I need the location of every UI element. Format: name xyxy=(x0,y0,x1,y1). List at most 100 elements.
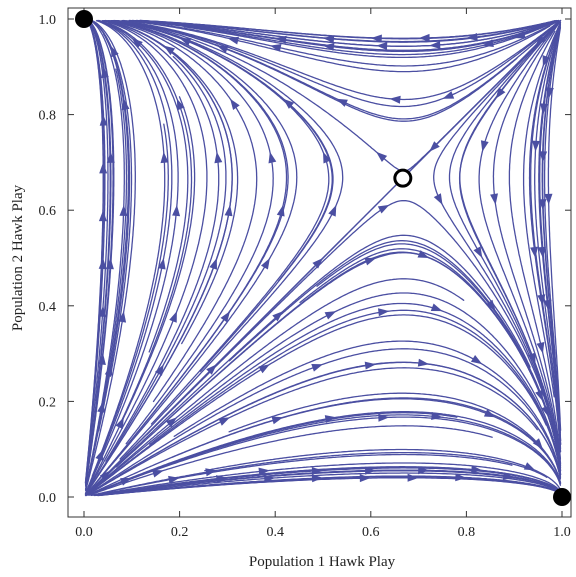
stream-arrow xyxy=(442,91,455,99)
streamline xyxy=(459,63,562,467)
stream-arrow xyxy=(483,409,496,418)
streamline xyxy=(90,451,548,497)
stream-arrow xyxy=(336,98,348,107)
stream-arrow xyxy=(258,364,270,374)
stream-arrow xyxy=(95,449,104,461)
stream-arrow xyxy=(523,462,536,471)
streamline xyxy=(90,453,513,497)
y-tick-label: 0.4 xyxy=(39,300,57,315)
stream-arrow xyxy=(418,466,430,475)
streamline xyxy=(84,68,128,491)
stream-arrow xyxy=(172,204,181,217)
streamline xyxy=(149,302,562,476)
streamline xyxy=(91,20,166,477)
stream-arrow xyxy=(532,140,540,152)
streamline xyxy=(85,22,115,487)
streamline xyxy=(101,19,220,462)
streamline xyxy=(85,96,196,494)
stream-arrow xyxy=(429,41,441,49)
stream-arrow xyxy=(312,258,323,269)
streamline xyxy=(85,55,227,495)
streamline xyxy=(492,21,562,465)
stream-arrow xyxy=(377,204,390,214)
streamline xyxy=(139,19,556,39)
y-axis-title: Population 2 Hawk Play xyxy=(10,184,26,331)
streamline xyxy=(115,19,560,101)
streamline xyxy=(85,314,547,496)
stream-arrow xyxy=(110,45,119,58)
stream-arrow xyxy=(218,417,231,426)
stream-arrow xyxy=(527,352,536,365)
streamline xyxy=(85,20,233,495)
x-tick-label: 0.4 xyxy=(266,525,284,540)
streamline xyxy=(96,19,288,482)
streamline xyxy=(88,20,111,402)
stream-arrow xyxy=(470,355,483,365)
streamline xyxy=(173,340,562,478)
streamlines xyxy=(84,19,562,497)
stream-arrow xyxy=(466,33,478,41)
stream-arrow xyxy=(537,246,546,258)
stream-arrow xyxy=(261,258,270,270)
stream-arrow xyxy=(176,98,185,111)
stream-arrow xyxy=(99,114,108,126)
streamline xyxy=(85,21,208,495)
stream-arrow xyxy=(160,151,169,164)
streamline xyxy=(91,20,133,377)
streamline xyxy=(98,19,193,421)
streamline xyxy=(119,361,562,480)
x-tick-label: 0.0 xyxy=(75,525,93,540)
x-tick-label: 0.2 xyxy=(171,525,189,540)
stable-equilibrium-point xyxy=(553,488,571,506)
streamline xyxy=(104,19,258,403)
streamline xyxy=(95,472,561,497)
stream-arrow xyxy=(455,473,467,482)
stream-arrow xyxy=(535,389,543,402)
streamline xyxy=(84,20,109,486)
x-axis-title: Population 1 Hawk Play xyxy=(249,554,396,570)
stream-arrow xyxy=(275,35,287,44)
streamline xyxy=(110,19,330,425)
stream-arrow xyxy=(99,162,108,174)
axis-tick-labels: 0.0 0.2 0.4 0.6 0.8 1.0 0.0 0.2 0.4 0.6 0.8 1.0 xyxy=(39,13,571,540)
streamline xyxy=(522,21,562,398)
x-tick-label: 1.0 xyxy=(553,525,571,540)
stream-arrow xyxy=(480,140,489,152)
streamline xyxy=(179,470,561,493)
streamline xyxy=(85,348,562,497)
streamline xyxy=(95,469,561,496)
stream-arrow xyxy=(169,311,177,323)
stream-arrow xyxy=(389,95,401,104)
stream-arrow xyxy=(473,246,483,258)
streamline xyxy=(87,20,106,450)
streamline xyxy=(171,398,562,484)
streamline xyxy=(534,23,562,450)
unstable-equilibrium-point xyxy=(393,168,413,188)
stream-arrow xyxy=(433,193,443,205)
y-tick-label: 0.2 xyxy=(39,395,57,410)
stream-arrow xyxy=(268,151,277,164)
streamline xyxy=(85,292,562,497)
stream-arrow xyxy=(537,294,546,306)
stream-arrow xyxy=(535,34,547,46)
stream-arrow xyxy=(214,151,223,164)
streamline xyxy=(93,462,562,496)
stream-arrow xyxy=(544,193,553,205)
stream-arrow xyxy=(323,35,335,44)
streamline xyxy=(86,367,538,496)
streamline xyxy=(530,22,562,453)
stream-arrow xyxy=(97,401,106,413)
y-tick-label: 0.8 xyxy=(39,109,57,124)
stream-arrow xyxy=(100,66,109,79)
streamline xyxy=(110,19,333,282)
stream-arrow xyxy=(376,151,388,162)
streamline xyxy=(433,19,562,469)
stream-arrow xyxy=(407,473,419,482)
streamline xyxy=(122,20,561,108)
plot-border xyxy=(67,7,572,518)
stream-arrow xyxy=(227,36,239,45)
stream-arrow xyxy=(272,311,284,322)
streamline xyxy=(538,23,562,445)
x-tick-label: 0.6 xyxy=(362,525,380,540)
stream-arrow xyxy=(536,342,545,354)
